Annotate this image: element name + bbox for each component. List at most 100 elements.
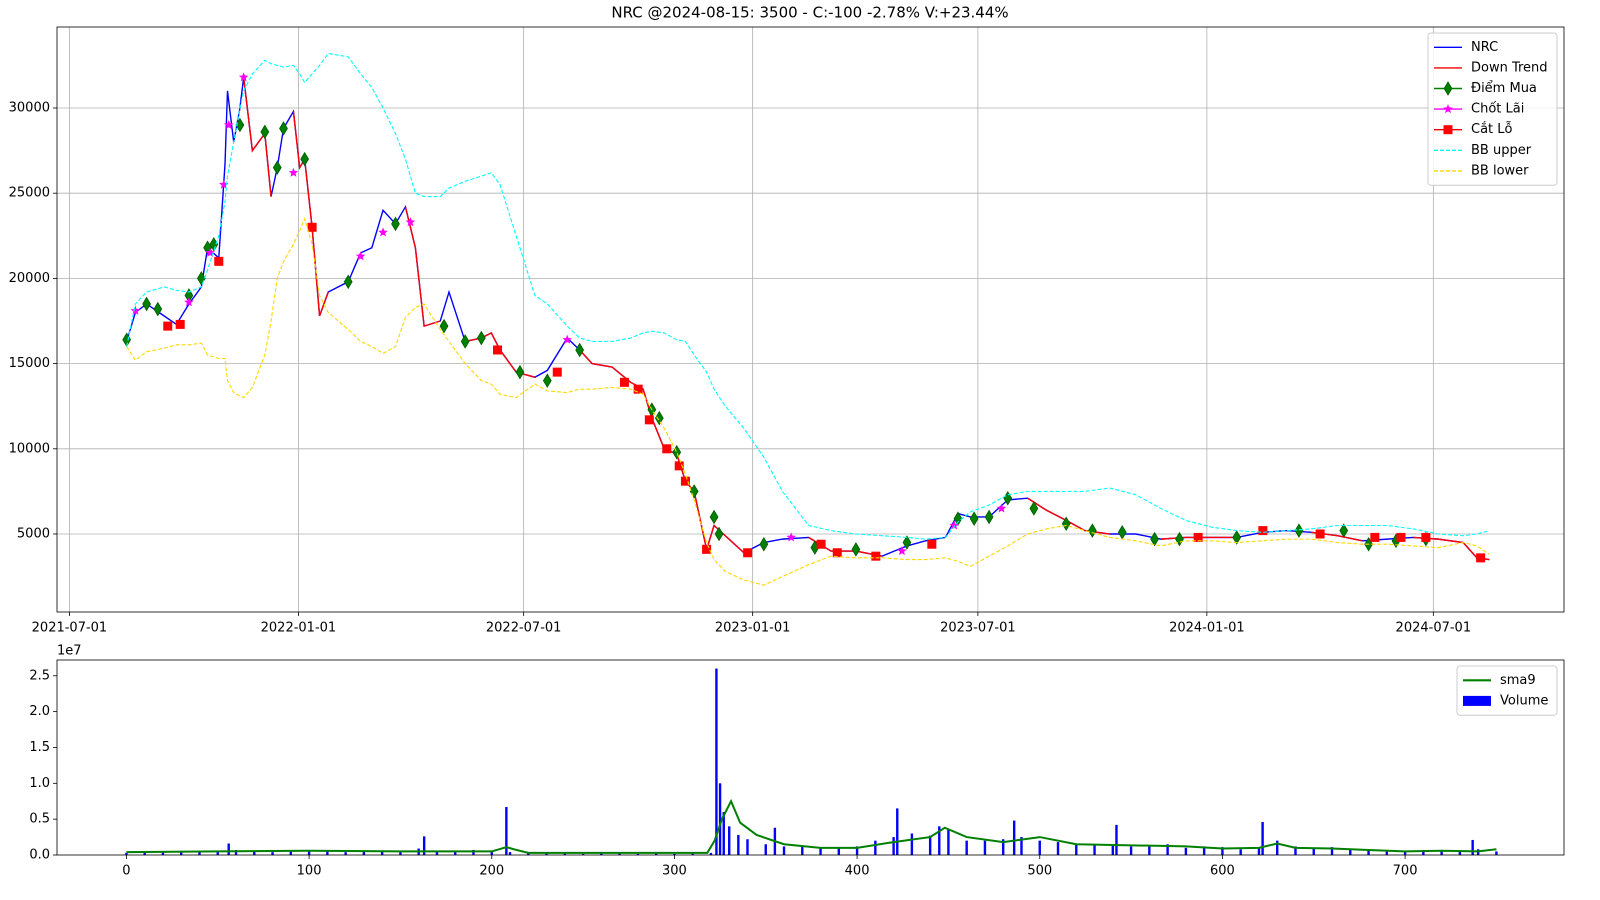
volume-bar <box>527 853 530 855</box>
y-tick-label: 25000 <box>9 186 50 201</box>
y-tick-label: 10000 <box>9 441 50 456</box>
take-profit-marker <box>223 120 234 130</box>
volume-bar <box>709 852 713 855</box>
legend-label: sma9 <box>1500 673 1536 688</box>
y-tick-label: 0.5 <box>29 812 50 827</box>
buy-marker <box>714 526 724 542</box>
stop-loss-marker <box>743 548 753 558</box>
x-tick-label: 600 <box>1210 864 1235 879</box>
volume-bar <box>435 850 439 855</box>
stop-loss-marker <box>1370 532 1380 542</box>
stop-loss-marker <box>702 544 712 554</box>
volume-bar <box>271 852 274 855</box>
volume-bar <box>874 840 877 855</box>
x-tick-label: 200 <box>479 864 504 879</box>
buy-marker <box>1087 523 1097 538</box>
x-tick-label: 2022-01-01 <box>261 621 337 636</box>
volume-bar <box>1075 844 1078 855</box>
y-tick-label: 1.0 <box>29 776 50 791</box>
stop-loss-marker <box>175 319 185 329</box>
volume-bar <box>227 843 230 855</box>
volume-bar <box>691 853 694 855</box>
volume-bar <box>563 853 567 855</box>
volume-bar <box>1239 849 1242 855</box>
buy-marker <box>1150 531 1159 547</box>
volume-bar <box>636 853 640 855</box>
volume-bar <box>938 826 941 855</box>
volume-bar <box>1471 839 1474 855</box>
take-profit-marker <box>238 72 249 82</box>
volume-bar <box>892 837 895 855</box>
take-profit-marker <box>786 532 796 542</box>
volume-bar <box>344 852 347 855</box>
stop-loss-marker <box>674 461 684 471</box>
volume-bar <box>1166 844 1169 855</box>
volume-bar <box>454 851 457 855</box>
buy-marker <box>984 509 994 525</box>
volume-bar <box>910 833 914 855</box>
volume-bar <box>1312 847 1315 855</box>
take-profit-marker <box>184 297 194 307</box>
stop-loss-marker <box>214 256 224 266</box>
buy-marker <box>142 296 151 312</box>
buy-marker <box>1443 81 1453 96</box>
volume-bar <box>198 852 201 855</box>
volume-bar <box>1184 847 1188 855</box>
volume-bar <box>1330 847 1334 855</box>
band-line <box>126 52 1490 540</box>
volume-bar <box>1012 820 1016 855</box>
buy-marker <box>460 334 470 349</box>
x-tick-label: 2024-07-01 <box>1396 621 1472 636</box>
volume-bar <box>618 853 621 855</box>
stop-loss-marker <box>816 539 826 549</box>
volume-bar <box>1349 848 1352 855</box>
legend-label: Cắt Lỗ <box>1471 122 1513 137</box>
buy-marker <box>515 364 525 380</box>
volume-bar <box>399 851 402 855</box>
take-profit-marker <box>562 334 572 344</box>
volume-bar <box>362 851 366 855</box>
stop-loss-marker <box>493 345 503 355</box>
buy-marker <box>1232 530 1242 545</box>
legend-label: BB lower <box>1471 163 1529 178</box>
stop-loss-marker <box>871 551 881 561</box>
take-profit-marker <box>949 520 959 530</box>
volume-bar <box>216 850 219 855</box>
volume-bar <box>326 851 329 855</box>
buy-marker <box>391 216 400 232</box>
volume-bar <box>1440 851 1443 855</box>
take-profit-marker <box>288 167 299 177</box>
y-tick-label: 5000 <box>17 527 50 542</box>
legend-label: Down Trend <box>1471 60 1548 75</box>
volume-bar <box>505 806 508 855</box>
buy-marker <box>1294 523 1304 538</box>
volume-bar <box>673 853 676 855</box>
volume-bar <box>737 834 740 855</box>
stop-loss-marker <box>1476 553 1486 563</box>
buy-marker <box>260 124 270 140</box>
stop-loss-marker <box>307 222 317 232</box>
stop-loss-marker <box>552 367 562 377</box>
volume-bar <box>1056 842 1060 855</box>
volume-bar <box>947 829 950 855</box>
price-line <box>126 798 1497 854</box>
volume-bar <box>715 668 718 855</box>
buy-marker <box>343 274 353 290</box>
plot-frame <box>56 659 1565 856</box>
x-tick-label: 2024-01-01 <box>1169 621 1245 636</box>
take-profit-marker <box>1443 104 1453 114</box>
x-tick-label: 700 <box>1393 864 1418 879</box>
x-tick-label: 500 <box>1027 864 1052 879</box>
volume-bar <box>1276 840 1279 855</box>
buy-marker <box>709 509 719 525</box>
take-profit-marker <box>205 247 215 257</box>
volume-bar <box>722 811 725 855</box>
buy-marker <box>153 301 163 317</box>
volume-bar <box>764 844 767 855</box>
take-profit-marker <box>405 217 416 227</box>
buy-marker <box>1029 501 1039 516</box>
buy-marker <box>851 542 861 557</box>
volume-bar <box>380 850 384 855</box>
volume-bar <box>928 835 932 855</box>
volume-bar <box>1111 845 1115 855</box>
